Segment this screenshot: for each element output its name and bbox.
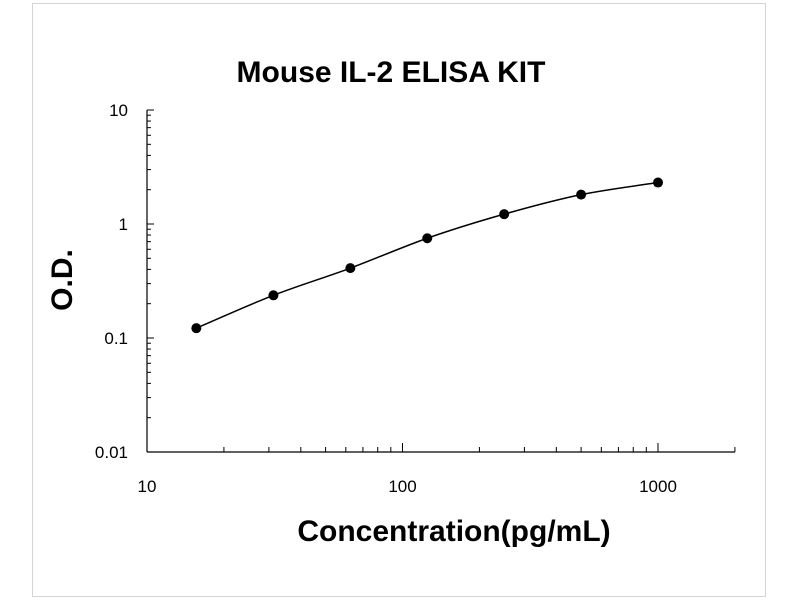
data-point [191,323,202,334]
data-point [653,177,663,188]
fitted-curve [196,181,659,329]
y-axis-label: O.D. [46,249,79,311]
x-tick-label: 1000 [639,477,677,496]
data-point [345,263,356,274]
data-point [576,189,587,200]
data-point [499,209,510,220]
tick-labels-group: 0.01 0.1 1 10 10 100 1000 [95,101,677,496]
x-tick-label: 100 [388,477,416,496]
chart-frame [32,3,766,597]
x-axis-label: Concentration(pg/mL) [297,515,610,548]
y-tick-label: 0.1 [104,329,128,348]
x-tick-label: 10 [138,477,157,496]
y-tick-label: 10 [109,101,128,120]
axes-group [146,110,735,453]
data-point [268,290,279,301]
ticks-group [146,109,736,453]
chart-title: Mouse IL-2 ELISA KIT [237,56,546,89]
y-tick-label: 1 [119,215,128,234]
data-points-group [191,177,663,334]
y-tick-label: 0.01 [95,443,128,462]
data-point [422,233,433,244]
